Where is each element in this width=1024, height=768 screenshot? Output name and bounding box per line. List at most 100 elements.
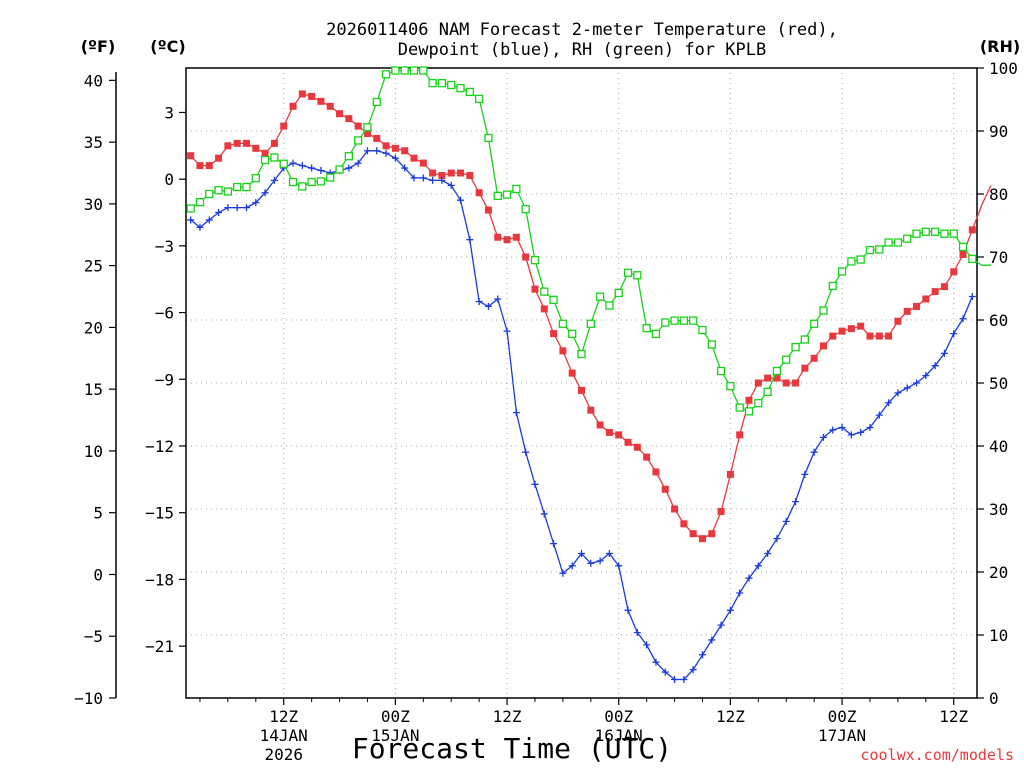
- x-tick-label: 00Z: [604, 707, 633, 726]
- temperature-point: [792, 379, 800, 387]
- rh-tick-label: 70: [989, 248, 1008, 267]
- rh-point: [419, 66, 428, 75]
- fahrenheit-tick-label: 20: [84, 318, 103, 337]
- temperature-point: [270, 139, 278, 147]
- rh-point: [605, 301, 614, 310]
- rh-point: [661, 318, 670, 327]
- dewpoint-point: [373, 147, 381, 155]
- dewpoint-point: [661, 668, 669, 676]
- dewpoint-point: [801, 470, 809, 478]
- temperature-point: [596, 421, 604, 429]
- rh-point: [921, 227, 930, 236]
- celsius-tick-label: 3: [164, 103, 174, 122]
- rh-point: [381, 70, 391, 79]
- temperature-point: [308, 92, 316, 100]
- rh-tick-label: 60: [989, 311, 1008, 330]
- fahrenheit-tick-label: 0: [93, 565, 103, 584]
- rh-point: [707, 340, 716, 349]
- rh-point: [391, 66, 400, 75]
- celsius-tick-label: −12: [145, 437, 174, 456]
- temperature-point: [643, 453, 651, 461]
- dewpoint-point: [540, 510, 548, 518]
- dewpoint-point: [671, 675, 679, 683]
- temperature-point: [401, 147, 409, 155]
- dewpoint-point: [354, 159, 362, 167]
- rh-point: [214, 186, 223, 195]
- rh-tick-label: 90: [989, 122, 1008, 141]
- dewpoint-point: [317, 167, 325, 175]
- temperature-point: [280, 122, 288, 130]
- rh-point: [623, 268, 633, 277]
- dewpoint-point: [429, 176, 437, 184]
- dewpoint-point: [391, 154, 399, 162]
- rh-point: [903, 234, 912, 243]
- rh-point: [502, 190, 512, 199]
- series-temperature: [187, 90, 992, 543]
- dewpoint-point: [419, 174, 427, 182]
- temperature-point: [242, 139, 250, 147]
- dewpoint-point: [382, 149, 390, 157]
- dewpoint-point: [764, 549, 772, 557]
- temperature-point: [373, 134, 381, 142]
- rh-point: [558, 319, 568, 328]
- fahrenheit-tick-label: 10: [84, 442, 103, 461]
- x-tick-label: 12Z: [269, 707, 298, 726]
- dewpoint-point: [559, 569, 567, 577]
- rh-tick-label: 100: [989, 59, 1018, 78]
- celsius-tick-label: −3: [155, 237, 174, 256]
- dewpoint-line: [190, 150, 973, 681]
- rh-point: [409, 66, 419, 75]
- temperature-point: [568, 369, 576, 377]
- dewpoint-point: [252, 199, 260, 207]
- x-axis-label: Forecast Time (UTC): [352, 732, 672, 765]
- dewpoint-point: [438, 176, 446, 184]
- temperature-point: [205, 162, 213, 170]
- temperature-point: [196, 162, 204, 170]
- temperature-point: [345, 115, 353, 123]
- credit-text: coolwx.com/models: [860, 746, 1014, 764]
- rh-point: [716, 366, 726, 376]
- temperature-point: [782, 379, 790, 387]
- rh-point: [270, 153, 279, 162]
- rh-tick-label: 50: [989, 374, 1008, 393]
- rh-point: [251, 174, 260, 183]
- series-dewpoint: [187, 147, 976, 683]
- dewpoint-point: [913, 379, 921, 387]
- rh-point: [735, 403, 744, 412]
- x-tick-label: 12Z: [716, 707, 745, 726]
- temperature-point: [605, 428, 613, 436]
- x-tick-date-label: 15JAN: [371, 726, 419, 745]
- rh-unit-label: (RH): [980, 37, 1020, 56]
- dewpoint-point: [792, 498, 800, 506]
- dewpoint-point: [689, 666, 697, 674]
- temperature-point: [959, 251, 967, 259]
- dewpoint-point: [810, 448, 818, 456]
- rh-point: [614, 288, 623, 298]
- fahrenheit-tick-label: −5: [84, 627, 103, 646]
- rh-tick-label: 30: [989, 500, 1008, 519]
- temperature-point: [475, 189, 483, 197]
- dewpoint-point: [224, 204, 232, 212]
- dewpoint-point: [270, 176, 278, 184]
- rh-point: [912, 229, 921, 238]
- temperature-point: [494, 233, 502, 241]
- temperature-point: [578, 386, 585, 394]
- temperature-point: [950, 268, 958, 276]
- temperature-point: [438, 171, 446, 179]
- temperature-point: [587, 406, 595, 414]
- rh-point: [335, 165, 344, 174]
- dewpoint-point: [215, 209, 223, 217]
- temperature-point: [671, 505, 679, 513]
- temperature-point: [652, 468, 660, 476]
- temperature-point: [745, 396, 753, 404]
- dewpoint-point: [866, 423, 874, 431]
- rh-point: [577, 349, 586, 359]
- dewpoint-point: [550, 540, 558, 548]
- rh-point: [540, 287, 549, 296]
- rh-point: [456, 84, 465, 93]
- dewpoint-point: [829, 426, 837, 434]
- rh-point: [782, 355, 791, 364]
- rh-point: [930, 227, 940, 236]
- temperature-point: [466, 171, 474, 179]
- rh-point: [530, 255, 540, 265]
